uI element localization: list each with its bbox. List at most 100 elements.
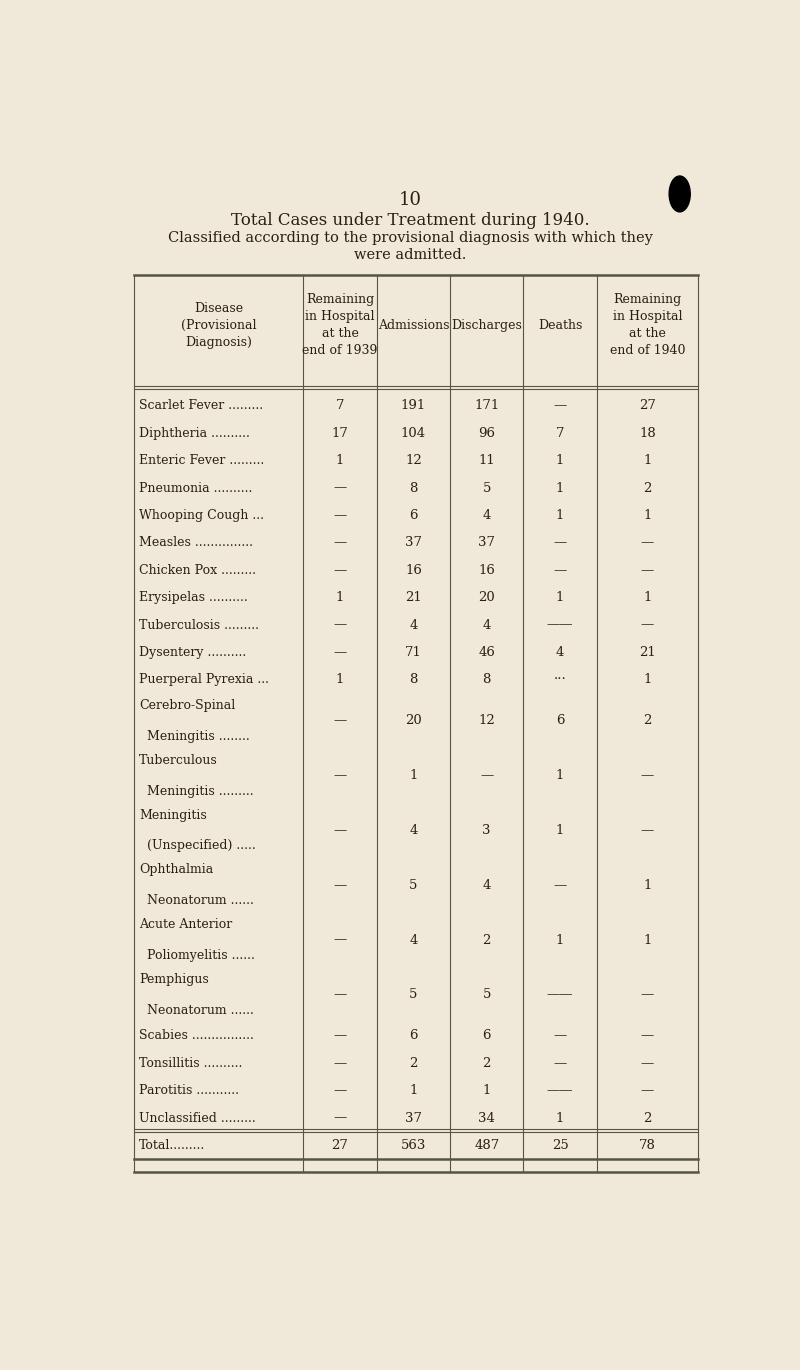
Text: 20: 20 [405,714,422,727]
Text: 12: 12 [405,455,422,467]
Text: 1: 1 [336,673,344,686]
Text: 6: 6 [482,1029,491,1043]
Text: Whooping Cough ...: Whooping Cough ... [139,510,264,522]
Text: 27: 27 [639,400,656,412]
Text: 11: 11 [478,455,495,467]
Text: 1: 1 [643,878,652,892]
Text: 1: 1 [643,592,652,604]
Text: —: — [334,619,346,632]
Text: Measles ...............: Measles ............... [139,537,253,549]
Text: 18: 18 [639,427,656,440]
Text: Classified according to the provisional diagnosis with which they: Classified according to the provisional … [167,232,653,245]
Text: 27: 27 [331,1138,349,1152]
Text: 17: 17 [331,427,349,440]
Text: 8: 8 [409,482,418,495]
Text: 37: 37 [478,537,495,549]
Text: 5: 5 [409,878,418,892]
Text: Puerperal Pyrexia ...: Puerperal Pyrexia ... [139,673,269,686]
Text: 2: 2 [482,1056,491,1070]
Text: 1: 1 [336,592,344,604]
Text: 8: 8 [409,673,418,686]
Text: —: — [641,769,654,782]
Text: 1: 1 [409,1084,418,1097]
Text: —: — [334,1029,346,1043]
Text: 1: 1 [556,933,564,947]
Text: —: — [334,988,346,1001]
Text: 6: 6 [556,714,564,727]
Text: Parotitis ...........: Parotitis ........... [139,1084,239,1097]
Text: ——: —— [547,1084,574,1097]
Text: —: — [334,647,346,659]
Text: were admitted.: were admitted. [354,248,466,262]
Text: Total Cases under Treatment during 1940.: Total Cases under Treatment during 1940. [230,212,590,229]
Text: —: — [554,1029,566,1043]
Text: 37: 37 [405,1111,422,1125]
Text: 6: 6 [409,1029,418,1043]
Text: Meningitis: Meningitis [139,808,207,822]
Text: 104: 104 [401,427,426,440]
Text: 10: 10 [398,190,422,208]
Text: 4: 4 [409,933,418,947]
Text: 4: 4 [482,619,491,632]
Text: 1: 1 [482,1084,491,1097]
Text: 1: 1 [643,673,652,686]
Text: —: — [554,1056,566,1070]
Text: Neonatorum ......: Neonatorum ...... [139,895,254,907]
Text: 1: 1 [556,1111,564,1125]
Text: 78: 78 [639,1138,656,1152]
Text: —: — [334,482,346,495]
Text: —: — [334,823,346,837]
Text: Enteric Fever .........: Enteric Fever ......... [139,455,264,467]
Text: —: — [641,619,654,632]
Text: Unclassified .........: Unclassified ......... [139,1111,256,1125]
Text: Acute Anterior: Acute Anterior [139,918,232,932]
Text: 1: 1 [556,769,564,782]
Text: —: — [334,714,346,727]
Text: Neonatorum ......: Neonatorum ...... [139,1004,254,1017]
Text: —: — [480,769,494,782]
Text: 191: 191 [401,400,426,412]
Text: 2: 2 [643,714,652,727]
Text: —: — [641,537,654,549]
Text: Remaining
in Hospital
at the
end of 1939: Remaining in Hospital at the end of 1939 [302,293,378,358]
Text: 4: 4 [482,878,491,892]
Text: (Unspecified) .....: (Unspecified) ..... [139,840,256,852]
Text: 5: 5 [482,482,491,495]
Text: —: — [334,1111,346,1125]
Text: —: — [641,823,654,837]
Text: 2: 2 [643,1111,652,1125]
Text: —: — [334,933,346,947]
Text: 1: 1 [556,823,564,837]
Text: Pemphigus: Pemphigus [139,973,209,986]
Text: 1: 1 [556,510,564,522]
Text: 2: 2 [643,482,652,495]
Text: 37: 37 [405,537,422,549]
Text: 1: 1 [409,769,418,782]
Text: —: — [641,1029,654,1043]
Text: 16: 16 [405,564,422,577]
Text: 46: 46 [478,647,495,659]
Text: —: — [334,878,346,892]
Text: 6: 6 [409,510,418,522]
Text: —: — [334,1056,346,1070]
Text: Dysentery ..........: Dysentery .......... [139,647,246,659]
Text: Tuberculous: Tuberculous [139,754,218,767]
Text: 2: 2 [482,933,491,947]
Text: Pneumonia ..........: Pneumonia .......... [139,482,253,495]
Text: 7: 7 [336,400,344,412]
Text: 25: 25 [552,1138,569,1152]
Text: ···: ··· [554,673,566,686]
Text: 4: 4 [556,647,564,659]
Text: 563: 563 [401,1138,426,1152]
Text: 4: 4 [482,510,491,522]
Text: Deaths: Deaths [538,319,582,332]
Text: —: — [334,537,346,549]
Text: ——: —— [547,988,574,1001]
Text: —: — [554,878,566,892]
Text: Erysipelas ..........: Erysipelas .......... [139,592,248,604]
Text: Chicken Pox .........: Chicken Pox ......... [139,564,256,577]
Text: Tonsillitis ..........: Tonsillitis .......... [139,1056,242,1070]
Text: 1: 1 [556,455,564,467]
Text: —: — [641,1084,654,1097]
Text: 21: 21 [405,592,422,604]
